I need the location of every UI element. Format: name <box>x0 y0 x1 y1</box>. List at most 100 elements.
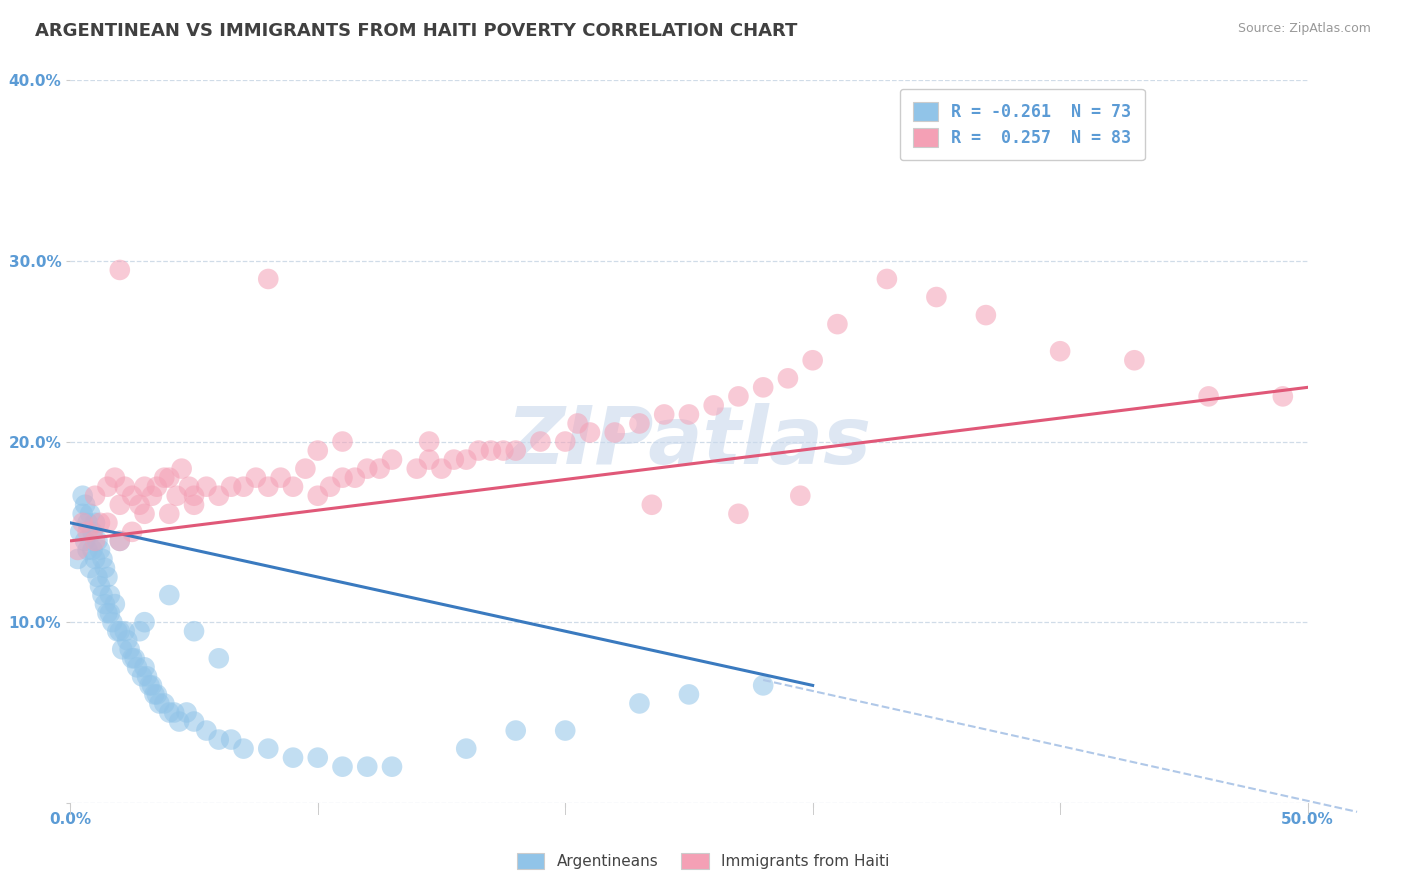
Point <box>66 552 89 566</box>
Point <box>245 471 267 485</box>
Point <box>98 606 121 620</box>
Point <box>529 434 551 449</box>
Point <box>84 489 107 503</box>
Point <box>219 480 242 494</box>
Point <box>257 272 280 286</box>
Point <box>114 480 136 494</box>
Point <box>131 669 153 683</box>
Point <box>232 480 254 494</box>
Point <box>121 651 143 665</box>
Point <box>96 516 118 530</box>
Point <box>183 624 205 639</box>
Point <box>108 533 131 548</box>
Point <box>146 480 169 494</box>
Point <box>1049 344 1071 359</box>
Point <box>183 498 205 512</box>
Point <box>76 542 98 557</box>
Point <box>94 561 117 575</box>
Point <box>418 434 440 449</box>
Point <box>104 471 127 485</box>
Point <box>505 723 527 738</box>
Point <box>281 750 304 764</box>
Point <box>89 542 111 557</box>
Point <box>332 434 354 449</box>
Point <box>127 660 149 674</box>
Legend: Argentineans, Immigrants from Haiti: Argentineans, Immigrants from Haiti <box>510 847 896 875</box>
Point <box>91 588 114 602</box>
Point <box>195 723 218 738</box>
Point <box>579 425 602 440</box>
Point <box>368 461 391 475</box>
Point <box>170 461 193 475</box>
Point <box>727 507 749 521</box>
Point <box>381 760 404 774</box>
Point <box>456 452 478 467</box>
Point <box>84 516 107 530</box>
Point <box>121 489 143 503</box>
Point <box>76 516 98 530</box>
Point <box>405 461 427 475</box>
Point <box>703 398 725 412</box>
Point <box>257 741 280 756</box>
Point <box>72 489 94 503</box>
Point <box>101 615 124 630</box>
Point <box>641 498 664 512</box>
Point <box>678 687 700 701</box>
Point <box>76 524 98 539</box>
Point <box>827 317 849 331</box>
Point <box>136 669 159 683</box>
Point <box>381 452 404 467</box>
Point <box>82 542 104 557</box>
Point <box>72 507 94 521</box>
Point <box>72 516 94 530</box>
Point <box>166 489 188 503</box>
Legend: R = -0.261  N = 73, R =  0.257  N = 83: R = -0.261 N = 73, R = 0.257 N = 83 <box>900 88 1144 161</box>
Point <box>111 642 134 657</box>
Point <box>82 524 104 539</box>
Point <box>418 452 440 467</box>
Point <box>66 542 89 557</box>
Point <box>801 353 824 368</box>
Point <box>752 678 775 692</box>
Point <box>343 471 366 485</box>
Point <box>294 461 316 475</box>
Point <box>443 452 465 467</box>
Point <box>153 697 176 711</box>
Point <box>332 471 354 485</box>
Point <box>114 624 136 639</box>
Point <box>115 633 138 648</box>
Point <box>281 480 304 494</box>
Point <box>69 524 91 539</box>
Point <box>1271 389 1294 403</box>
Point <box>94 597 117 611</box>
Point <box>925 290 948 304</box>
Point <box>208 489 231 503</box>
Point <box>567 417 589 431</box>
Point <box>121 524 143 539</box>
Point <box>208 732 231 747</box>
Point <box>257 480 280 494</box>
Point <box>96 606 118 620</box>
Point <box>84 552 107 566</box>
Point <box>108 498 131 512</box>
Point <box>89 516 111 530</box>
Point <box>108 533 131 548</box>
Point <box>876 272 898 286</box>
Point <box>157 471 180 485</box>
Point <box>974 308 997 322</box>
Point <box>270 471 292 485</box>
Point <box>104 597 127 611</box>
Point <box>1198 389 1220 403</box>
Point <box>79 561 101 575</box>
Point <box>105 624 128 639</box>
Point <box>177 480 200 494</box>
Point <box>628 697 651 711</box>
Point <box>91 552 114 566</box>
Point <box>108 263 131 277</box>
Text: Source: ZipAtlas.com: Source: ZipAtlas.com <box>1237 22 1371 36</box>
Point <box>307 750 329 764</box>
Point <box>134 615 156 630</box>
Point <box>219 732 242 747</box>
Point <box>138 678 160 692</box>
Point <box>148 697 170 711</box>
